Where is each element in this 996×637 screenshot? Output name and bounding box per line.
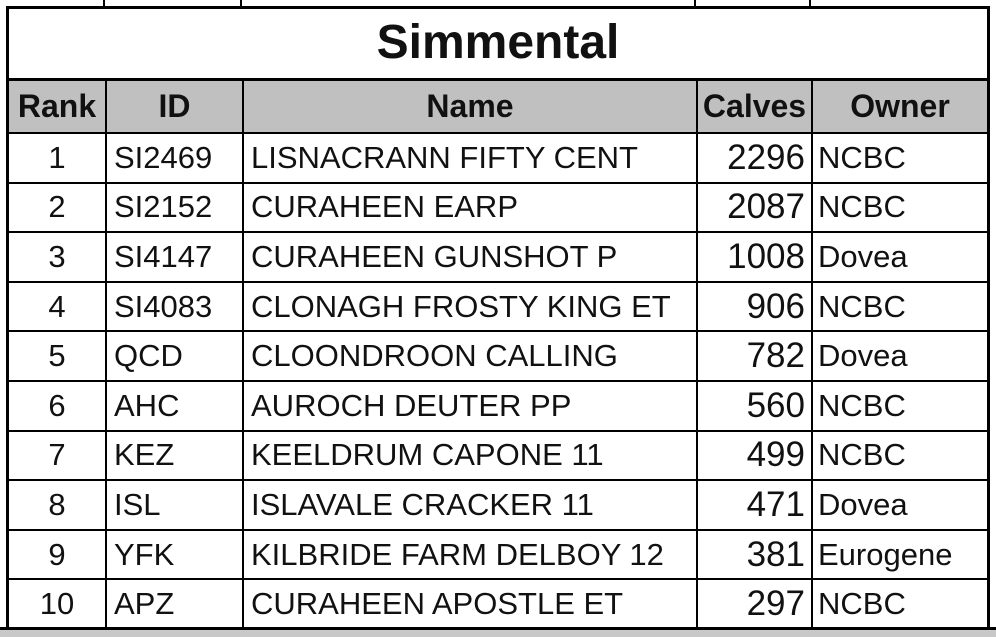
grid-line xyxy=(103,0,105,6)
name-cell: CURAHEEN GUNSHOT P xyxy=(242,231,698,283)
grid-line xyxy=(694,0,696,6)
id-cell: SI2152 xyxy=(105,181,244,234)
rank-cell: 9 xyxy=(9,528,107,581)
grid-line xyxy=(240,0,242,6)
name-cell: KILBRIDE FARM DELBOY 12 xyxy=(242,528,698,581)
column-header-name: Name xyxy=(242,81,698,134)
rank-cell: 6 xyxy=(9,379,107,432)
next-row-edge xyxy=(0,627,996,637)
table-row: 3 SI4147 CURAHEEN GUNSHOT P 1008 Dovea xyxy=(9,231,987,283)
column-header-calves: Calves xyxy=(696,81,813,134)
id-cell: SI2469 xyxy=(105,132,244,184)
name-cell: CURAHEEN APOSTLE ET xyxy=(242,578,698,630)
calves-cell: 1008 xyxy=(696,231,813,283)
id-cell: QCD xyxy=(105,330,244,382)
id-cell: APZ xyxy=(105,578,244,630)
table-row: 7 KEZ KEELDRUM CAPONE 11 499 NCBC xyxy=(9,429,987,482)
rank-cell: 1 xyxy=(9,132,107,184)
calves-cell: 782 xyxy=(696,330,813,382)
column-header-owner: Owner xyxy=(811,81,987,134)
rank-cell: 2 xyxy=(9,181,107,234)
owner-cell: NCBC xyxy=(811,132,987,184)
rank-cell: 4 xyxy=(9,280,107,333)
owner-cell: Eurogene xyxy=(811,528,987,581)
name-cell: CURAHEEN EARP xyxy=(242,181,698,234)
id-cell: KEZ xyxy=(105,429,244,482)
owner-cell: NCBC xyxy=(811,429,987,482)
name-cell: AUROCH DEUTER PP xyxy=(242,379,698,432)
table-row: 6 AHC AUROCH DEUTER PP 560 NCBC xyxy=(9,379,987,432)
owner-cell: Dovea xyxy=(811,479,987,531)
name-cell: CLOONDROON CALLING xyxy=(242,330,698,382)
id-cell: YFK xyxy=(105,528,244,581)
rank-cell: 8 xyxy=(9,479,107,531)
table-title: Simmental xyxy=(9,6,987,81)
name-cell: KEELDRUM CAPONE 11 xyxy=(242,429,698,482)
table-row: 4 SI4083 CLONAGH FROSTY KING ET 906 NCBC xyxy=(9,280,987,333)
calves-cell: 471 xyxy=(696,479,813,531)
table-row: 10 APZ CURAHEEN APOSTLE ET 297 NCBC xyxy=(9,578,987,630)
calves-cell: 2087 xyxy=(696,181,813,234)
header-row: Rank ID Name Calves Owner xyxy=(9,81,987,134)
table-row: 2 SI2152 CURAHEEN EARP 2087 NCBC xyxy=(9,181,987,234)
rank-cell: 10 xyxy=(9,578,107,630)
table-row: 5 QCD CLOONDROON CALLING 782 Dovea xyxy=(9,330,987,382)
column-header-id: ID xyxy=(105,81,244,134)
id-cell: ISL xyxy=(105,479,244,531)
column-header-rank: Rank xyxy=(9,81,107,134)
calves-cell: 499 xyxy=(696,429,813,482)
owner-cell: NCBC xyxy=(811,379,987,432)
owner-cell: NCBC xyxy=(811,280,987,333)
table-row: 8 ISL ISLAVALE CRACKER 11 471 Dovea xyxy=(9,479,987,531)
owner-cell: NCBC xyxy=(811,181,987,234)
owner-cell: Dovea xyxy=(811,330,987,382)
name-cell: ISLAVALE CRACKER 11 xyxy=(242,479,698,531)
owner-cell: Dovea xyxy=(811,231,987,283)
rank-cell: 5 xyxy=(9,330,107,382)
calves-cell: 906 xyxy=(696,280,813,333)
calves-cell: 2296 xyxy=(696,132,813,184)
previous-table-edge xyxy=(6,0,990,9)
simmental-table-panel: Simmental Rank ID Name Calves Owner 1 SI2… xyxy=(6,6,990,631)
rank-cell: 7 xyxy=(9,429,107,482)
bull-ranking-table: Rank ID Name Calves Owner 1 SI2469 LISNACR… xyxy=(9,81,987,630)
table-row: 1 SI2469 LISNACRANN FIFTY CENT 2296 NCBC xyxy=(9,132,987,184)
id-cell: SI4147 xyxy=(105,231,244,283)
name-cell: CLONAGH FROSTY KING ET xyxy=(242,280,698,333)
calves-cell: 381 xyxy=(696,528,813,581)
rank-cell: 3 xyxy=(9,231,107,283)
table-row: 9 YFK KILBRIDE FARM DELBOY 12 381 Eurogene xyxy=(9,528,987,581)
id-cell: SI4083 xyxy=(105,280,244,333)
owner-cell: NCBC xyxy=(811,578,987,630)
name-cell: LISNACRANN FIFTY CENT xyxy=(242,132,698,184)
grid-line xyxy=(809,0,811,6)
calves-cell: 560 xyxy=(696,379,813,432)
calves-cell: 297 xyxy=(696,578,813,630)
id-cell: AHC xyxy=(105,379,244,432)
